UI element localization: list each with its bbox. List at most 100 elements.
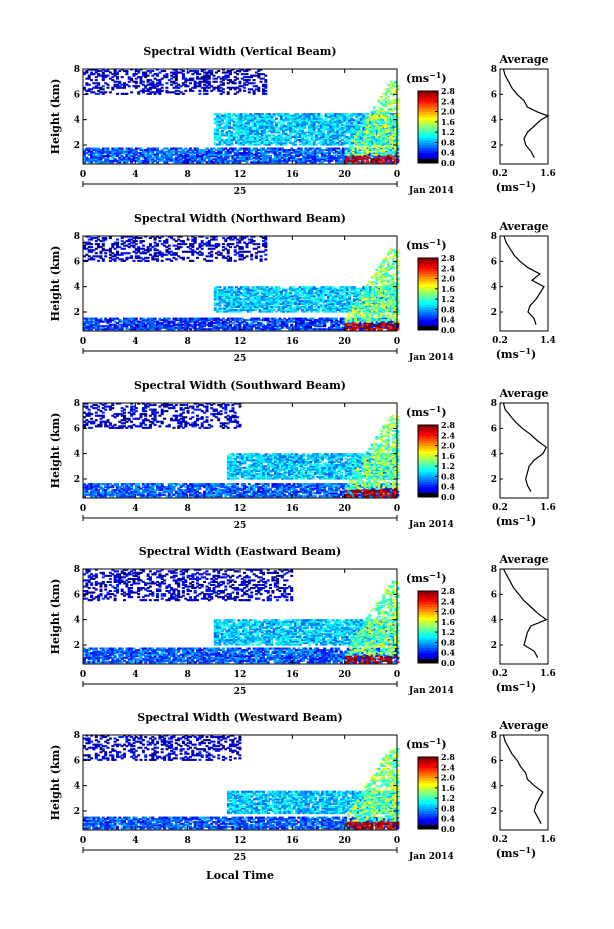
heatmap-cell	[218, 117, 222, 120]
heatmap-cell	[130, 147, 134, 150]
heatmap-cell	[253, 140, 257, 143]
heatmap-cell	[393, 152, 397, 155]
heatmap-cell	[243, 152, 247, 155]
heatmap-cell	[156, 82, 159, 85]
heatmap-cell	[379, 147, 383, 150]
heatmap-cell	[189, 156, 192, 159]
heatmap-cell	[320, 158, 324, 161]
heatmap-cell	[158, 152, 162, 155]
heatmap-cell	[275, 122, 279, 125]
heatmap-cell	[260, 122, 264, 125]
heatmap-cell	[350, 142, 354, 145]
heatmap-cell	[289, 132, 293, 135]
heatmap-cell	[132, 156, 136, 159]
heatmap-cell	[196, 149, 199, 152]
y-tick-label: 4	[74, 116, 80, 126]
heatmap-cell	[200, 86, 204, 89]
heatmap-cell	[99, 149, 103, 152]
heatmap-cell	[244, 114, 248, 117]
heatmap-cell	[322, 120, 326, 123]
heatmap-cell	[189, 161, 192, 164]
heatmap-cell	[230, 134, 234, 137]
heatmap-cell	[282, 120, 286, 123]
heatmap-cell	[205, 79, 209, 82]
heatmap-cell	[236, 73, 240, 76]
heatmap-cell	[263, 126, 267, 129]
heatmap-cell	[99, 150, 103, 153]
heatmap-cell	[265, 113, 269, 116]
heatmap-cell	[116, 76, 119, 79]
heatmap-cell	[287, 149, 291, 152]
heatmap-cell	[158, 82, 162, 85]
heatmap-cell	[144, 153, 148, 156]
heatmap-cell	[170, 147, 174, 150]
heatmap-cell	[302, 158, 305, 161]
heatmap-cell	[205, 80, 209, 83]
heatmap-cell	[325, 149, 329, 152]
heatmap-cell	[275, 117, 279, 120]
average-unit-base: (ms	[496, 181, 519, 194]
heatmap-cell	[390, 113, 394, 116]
heatmap-cell	[353, 152, 357, 155]
heatmap-cell	[319, 135, 323, 138]
heatmap-cell	[101, 76, 105, 79]
heatmap-cell	[184, 158, 188, 161]
heatmap-cell	[278, 152, 282, 155]
heatmap-cell	[144, 161, 148, 164]
heatmap-cell	[322, 128, 326, 131]
heatmap-cell	[335, 158, 338, 161]
heatmap-cell	[242, 117, 246, 120]
heatmap-cell	[240, 159, 244, 162]
heatmap-cell	[220, 126, 224, 129]
heatmap-cell	[284, 138, 288, 141]
heatmap-cell	[324, 113, 328, 116]
heatmap-cell	[301, 135, 304, 138]
heatmap-cell	[231, 156, 235, 159]
heatmap-cell	[193, 82, 197, 85]
heatmap-cell	[228, 113, 231, 116]
heatmap-cell	[104, 155, 108, 158]
heatmap-cell	[292, 155, 296, 158]
heatmap-cell	[99, 88, 103, 91]
heatmap-cell	[174, 89, 178, 92]
heatmap-cell	[249, 143, 253, 146]
heatmap-cell	[260, 123, 264, 126]
heatmap-cell	[104, 82, 108, 85]
heatmap-cell	[239, 113, 243, 116]
heatmap-cell	[257, 156, 261, 159]
heatmap-cell	[97, 147, 101, 150]
heatmap-cell	[218, 123, 222, 126]
heatmap-cell	[101, 74, 105, 77]
heatmap-cell	[275, 129, 279, 132]
heatmap-cell	[156, 73, 159, 76]
heatmap-cell	[293, 122, 297, 125]
heatmap-cell	[390, 126, 394, 129]
heatmap-cell	[258, 138, 262, 141]
heatmap-cell	[246, 286, 250, 289]
heatmap-cell	[174, 74, 178, 77]
heatmap-cell	[324, 119, 328, 122]
heatmap-cell	[322, 126, 326, 129]
heatmap-cell	[210, 71, 214, 74]
heatmap-cell	[389, 159, 393, 162]
heatmap-cell	[291, 142, 295, 145]
average-unit-exponent: −1	[519, 179, 531, 189]
heatmap-cell	[214, 159, 218, 162]
heatmap-cell	[327, 158, 331, 161]
heatmap-cell	[345, 125, 349, 128]
heatmap-cell	[223, 125, 227, 128]
heatmap-cell	[216, 126, 220, 129]
heatmap-cell	[249, 126, 253, 129]
heatmap-cell	[214, 77, 218, 80]
heatmap-cell	[273, 152, 277, 155]
heatmap-cell	[97, 86, 101, 89]
heatmap-cell	[258, 125, 262, 128]
heatmap-cell	[156, 149, 159, 152]
heatmap-cell	[270, 120, 274, 123]
heatmap-cell	[127, 150, 131, 153]
x-tick-label: 0	[80, 170, 86, 180]
heatmap-cell	[393, 156, 397, 159]
heatmap-cell	[218, 116, 222, 119]
heatmap-cell	[275, 126, 279, 129]
avg-y-tick-label: 4	[491, 116, 497, 126]
